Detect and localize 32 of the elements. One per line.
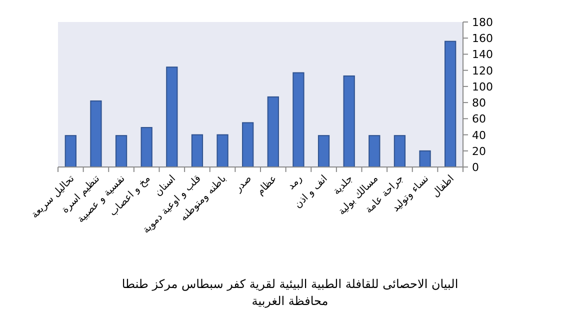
bar — [419, 150, 431, 168]
text: البيان الاحصائى للقافلة الطبية البيئية لقرية كفر سبطاس مركز طنطا محافظة الغربية — [120, 276, 460, 310]
bar — [292, 72, 304, 168]
bar — [64, 135, 76, 168]
y-tick-label: 120 — [472, 64, 493, 78]
bar — [191, 134, 204, 168]
bar — [267, 96, 279, 168]
y-tick-label: 60 — [472, 112, 486, 126]
y-tick-label: 140 — [472, 48, 493, 62]
bar — [90, 100, 102, 168]
x-tick-label: جلدية — [331, 173, 356, 198]
x-tick-label: صدر — [232, 173, 254, 195]
y-tick-label: 180 — [472, 16, 493, 29]
bar — [140, 127, 152, 168]
x-tick-label: عظام — [254, 173, 280, 198]
y-tick-label: 100 — [472, 80, 493, 94]
bar — [318, 135, 330, 168]
x-tick-label: اطفال — [430, 173, 456, 200]
bar — [166, 66, 178, 168]
bar — [444, 40, 456, 168]
bar — [115, 135, 128, 168]
y-tick-label: 160 — [472, 32, 493, 46]
y-tick-label: 40 — [472, 128, 486, 142]
bar — [242, 122, 254, 168]
bar — [343, 75, 355, 168]
y-tick-label: 0 — [472, 161, 479, 174]
bar — [368, 135, 380, 168]
y-tick-label: 80 — [472, 96, 486, 110]
bar — [394, 135, 406, 168]
bar — [216, 134, 228, 168]
y-tick-label: 20 — [472, 144, 486, 158]
x-tick-label: رمد — [286, 173, 305, 192]
